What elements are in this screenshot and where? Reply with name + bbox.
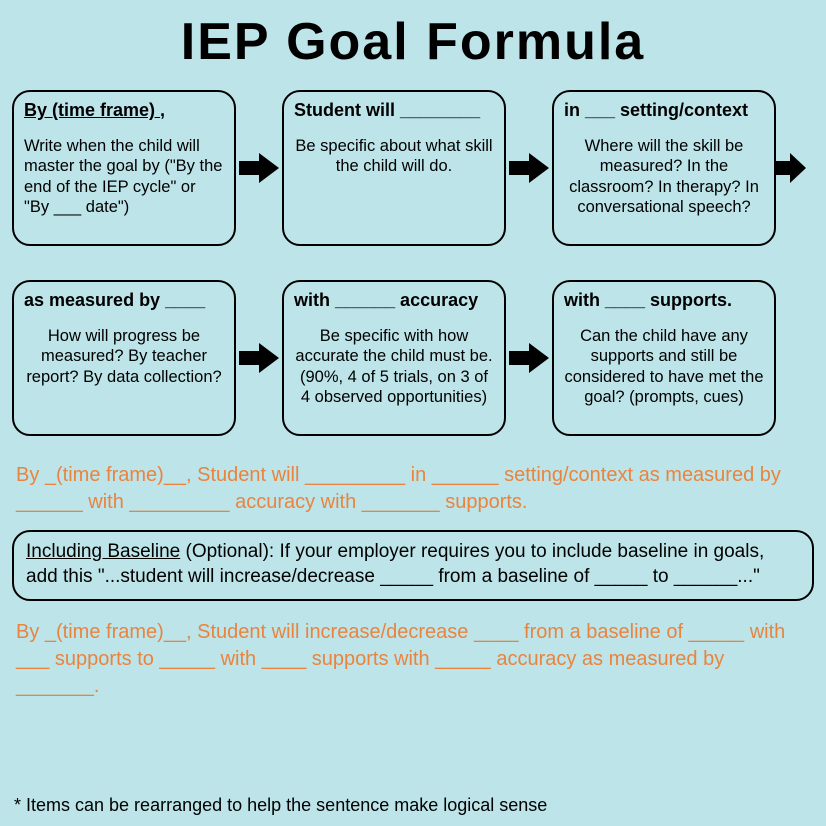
box-body-2: Be specific about what skill the child w… bbox=[294, 136, 494, 234]
baseline-label: Including Baseline bbox=[26, 541, 180, 562]
box-head-1: By (time frame) , bbox=[24, 100, 224, 122]
flow-row-2: as measured by ____ How will progress be… bbox=[0, 280, 826, 436]
footnote: * Items can be rearranged to help the se… bbox=[4, 795, 557, 816]
arrow-icon bbox=[506, 343, 552, 373]
flow-box-2: Student will ________ Be specific about … bbox=[282, 90, 506, 246]
flow-box-3: in ___ setting/context Where will the sk… bbox=[552, 90, 776, 246]
box-body-6: Can the child have any supports and stil… bbox=[564, 326, 764, 424]
box-head-6: with ____ supports. bbox=[564, 290, 764, 312]
box-body-4: How will progress be measured? By teache… bbox=[24, 326, 224, 424]
arrow-icon bbox=[236, 343, 282, 373]
flow-box-5: with ______ accuracy Be specific with ho… bbox=[282, 280, 506, 436]
formula-template-1: By _(time frame)__, Student will _______… bbox=[0, 462, 826, 516]
formula-template-2: By _(time frame)__, Student will increas… bbox=[0, 619, 826, 700]
box-head-4: as measured by ____ bbox=[24, 290, 224, 312]
arrow-icon bbox=[776, 153, 806, 183]
page-title: IEP Goal Formula bbox=[0, 0, 826, 72]
flow-row-1: By (time frame) , Write when the child w… bbox=[0, 90, 826, 246]
arrow-icon bbox=[506, 153, 552, 183]
arrow-icon bbox=[236, 153, 282, 183]
box-head-2: Student will ________ bbox=[294, 100, 494, 122]
box-body-5: Be specific with how accurate the child … bbox=[294, 326, 494, 424]
box-head-3: in ___ setting/context bbox=[564, 100, 764, 122]
flow-box-6: with ____ supports. Can the child have a… bbox=[552, 280, 776, 436]
box-body-1: Write when the child will master the goa… bbox=[24, 136, 224, 234]
box-body-3: Where will the skill be measured? In the… bbox=[564, 136, 764, 234]
flow-box-1: By (time frame) , Write when the child w… bbox=[12, 90, 236, 246]
baseline-box: Including Baseline (Optional): If your e… bbox=[12, 530, 814, 601]
box-head-5: with ______ accuracy bbox=[294, 290, 494, 312]
flow-box-4: as measured by ____ How will progress be… bbox=[12, 280, 236, 436]
